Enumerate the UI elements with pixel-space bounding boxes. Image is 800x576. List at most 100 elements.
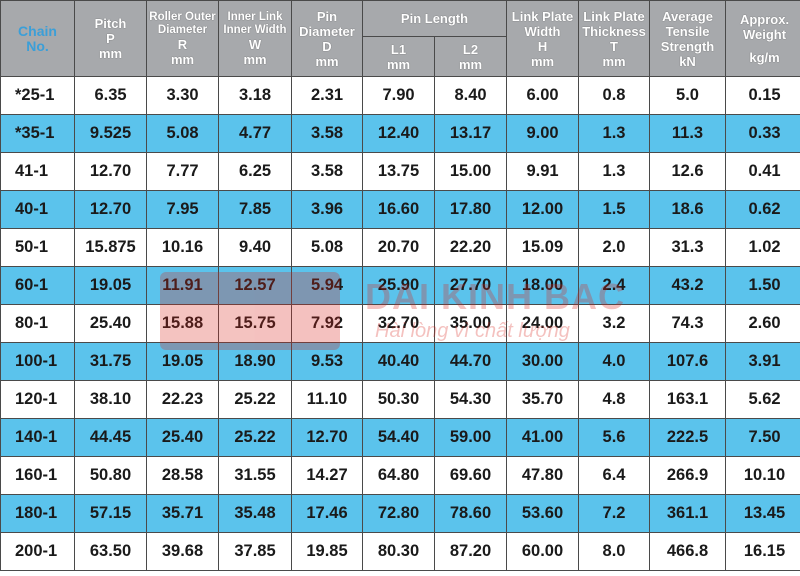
cell-pin-diameter: 3.58 [291,114,363,153]
cell-inner-link-width: 6.25 [218,152,292,191]
cell-weight: 0.62 [725,190,800,229]
cell-link-plate-thickness: 5.6 [578,418,651,457]
cell-pin-length-l2: 54.30 [433,380,508,419]
cell-pin-length-l2: 35.00 [433,304,508,343]
cell-pitch: 31.75 [74,342,147,381]
cell-tensile-strength: 12.6 [649,152,727,191]
cell-pin-length-l2: 78.60 [433,494,508,533]
cell-tensile-strength: 18.6 [649,190,727,229]
cell-pitch: 50.80 [74,456,147,495]
cell-pitch: 19.05 [74,266,147,305]
cell-pin-diameter: 17.46 [291,494,363,533]
cell-link-plate-thickness: 6.4 [578,456,651,495]
cell-link-plate-thickness: 8.0 [578,532,651,571]
table-row: 60-1 19.05 11.91 12.57 5.94 25.90 27.70 18.00 2.… [0,266,800,305]
cell-roller-diameter: 3.30 [146,76,219,115]
cell-link-plate-width: 15.09 [506,228,580,267]
col-inner-link-width: Inner Link Inner Width W mm [218,0,292,77]
cell-weight: 5.62 [725,380,800,419]
cell-chain-no: 160-1 [0,456,75,495]
col-chain-no: Chain No. [0,0,75,77]
cell-pin-length-l1: 20.70 [362,228,435,267]
cell-pitch: 63.50 [74,532,147,571]
cell-pitch: 57.15 [74,494,147,533]
cell-link-plate-thickness: 0.8 [578,76,651,115]
table-row: 200-1 63.50 39.68 37.85 19.85 80.30 87.20 60.00… [0,532,800,571]
col-pin-diameter: Pin Diameter D mm [291,0,363,77]
cell-link-plate-width: 9.00 [506,114,580,153]
cell-chain-no: 50-1 [0,228,75,267]
cell-pin-length-l2: 17.80 [433,190,508,229]
cell-pin-diameter: 7.92 [291,304,363,343]
cell-link-plate-width: 18.00 [506,266,580,305]
col-link-plate-width: Link Plate Width H mm [506,0,580,77]
col-weight: Approx. Weight kg/m [725,0,800,77]
cell-roller-diameter: 19.05 [146,342,219,381]
cell-weight: 16.15 [725,532,800,571]
cell-chain-no: 41-1 [0,152,75,191]
table-row: 40-1 12.70 7.95 7.85 3.96 16.60 17.80 12.00 1.5 1… [0,190,800,229]
cell-roller-diameter: 15.88 [146,304,219,343]
cell-tensile-strength: 107.6 [649,342,727,381]
cell-pin-length-l1: 25.90 [362,266,435,305]
table-row: 80-1 25.40 15.88 15.75 7.92 32.70 35.00 24.00 3.… [0,304,800,343]
cell-pin-length-l2: 13.17 [433,114,508,153]
cell-pitch: 6.35 [74,76,147,115]
cell-pin-diameter: 5.94 [291,266,363,305]
cell-pin-length-l2: 59.00 [433,418,508,457]
cell-chain-no: 100-1 [0,342,75,381]
cell-tensile-strength: 5.0 [649,76,727,115]
col-pin-length: Pin Length [361,0,508,37]
cell-link-plate-width: 30.00 [506,342,580,381]
cell-pitch: 44.45 [74,418,147,457]
cell-link-plate-width: 60.00 [506,532,580,571]
cell-roller-diameter: 28.58 [146,456,219,495]
cell-pin-diameter: 3.58 [291,152,363,191]
cell-pin-length-l1: 13.75 [362,152,435,191]
cell-roller-diameter: 5.08 [146,114,219,153]
table-row: 180-1 57.15 35.71 35.48 17.46 72.80 78.60 53.60… [0,494,800,533]
table-body: *25-1 6.35 3.30 3.18 2.31 7.90 8.40 6.00 0.8 5.0 0… [0,76,800,571]
cell-weight: 0.33 [725,114,800,153]
cell-link-plate-width: 6.00 [506,76,580,115]
cell-link-plate-thickness: 4.0 [578,342,651,381]
cell-chain-no: 80-1 [0,304,75,343]
cell-weight: 13.45 [725,494,800,533]
cell-roller-diameter: 10.16 [146,228,219,267]
cell-link-plate-width: 53.60 [506,494,580,533]
cell-pin-length-l1: 80.30 [362,532,435,571]
cell-weight: 0.15 [725,76,800,115]
cell-tensile-strength: 266.9 [649,456,727,495]
cell-pitch: 15.875 [74,228,147,267]
cell-pin-length-l2: 15.00 [433,152,508,191]
cell-pin-diameter: 3.96 [291,190,363,229]
table-row: 41-1 12.70 7.77 6.25 3.58 13.75 15.00 9.91 1.3 12… [0,152,800,191]
cell-pin-diameter: 2.31 [291,76,363,115]
cell-weight: 1.02 [725,228,800,267]
cell-weight: 10.10 [725,456,800,495]
cell-weight: 7.50 [725,418,800,457]
cell-pin-diameter: 12.70 [291,418,363,457]
cell-tensile-strength: 466.8 [649,532,727,571]
col-link-plate-thickness: Link Plate Thickness T mm [578,0,651,77]
cell-weight: 0.41 [725,152,800,191]
cell-pin-diameter: 5.08 [291,228,363,267]
table-header: Chain No. Pitch P mm Roller Outer Diamet… [0,0,800,77]
cell-pin-length-l1: 16.60 [362,190,435,229]
cell-pitch: 25.40 [74,304,147,343]
cell-pin-length-l2: 27.70 [433,266,508,305]
cell-weight: 1.50 [725,266,800,305]
cell-pin-length-l1: 32.70 [362,304,435,343]
cell-inner-link-width: 7.85 [218,190,292,229]
cell-pitch: 12.70 [74,152,147,191]
cell-inner-link-width: 3.18 [218,76,292,115]
cell-link-plate-thickness: 2.0 [578,228,651,267]
cell-roller-diameter: 35.71 [146,494,219,533]
cell-inner-link-width: 4.77 [218,114,292,153]
cell-pin-length-l1: 12.40 [362,114,435,153]
cell-chain-no: 40-1 [0,190,75,229]
cell-pitch: 38.10 [74,380,147,419]
col-roller-diameter: Roller Outer Diameter R mm [146,0,219,77]
table-row: 160-1 50.80 28.58 31.55 14.27 64.80 69.60 47.80… [0,456,800,495]
